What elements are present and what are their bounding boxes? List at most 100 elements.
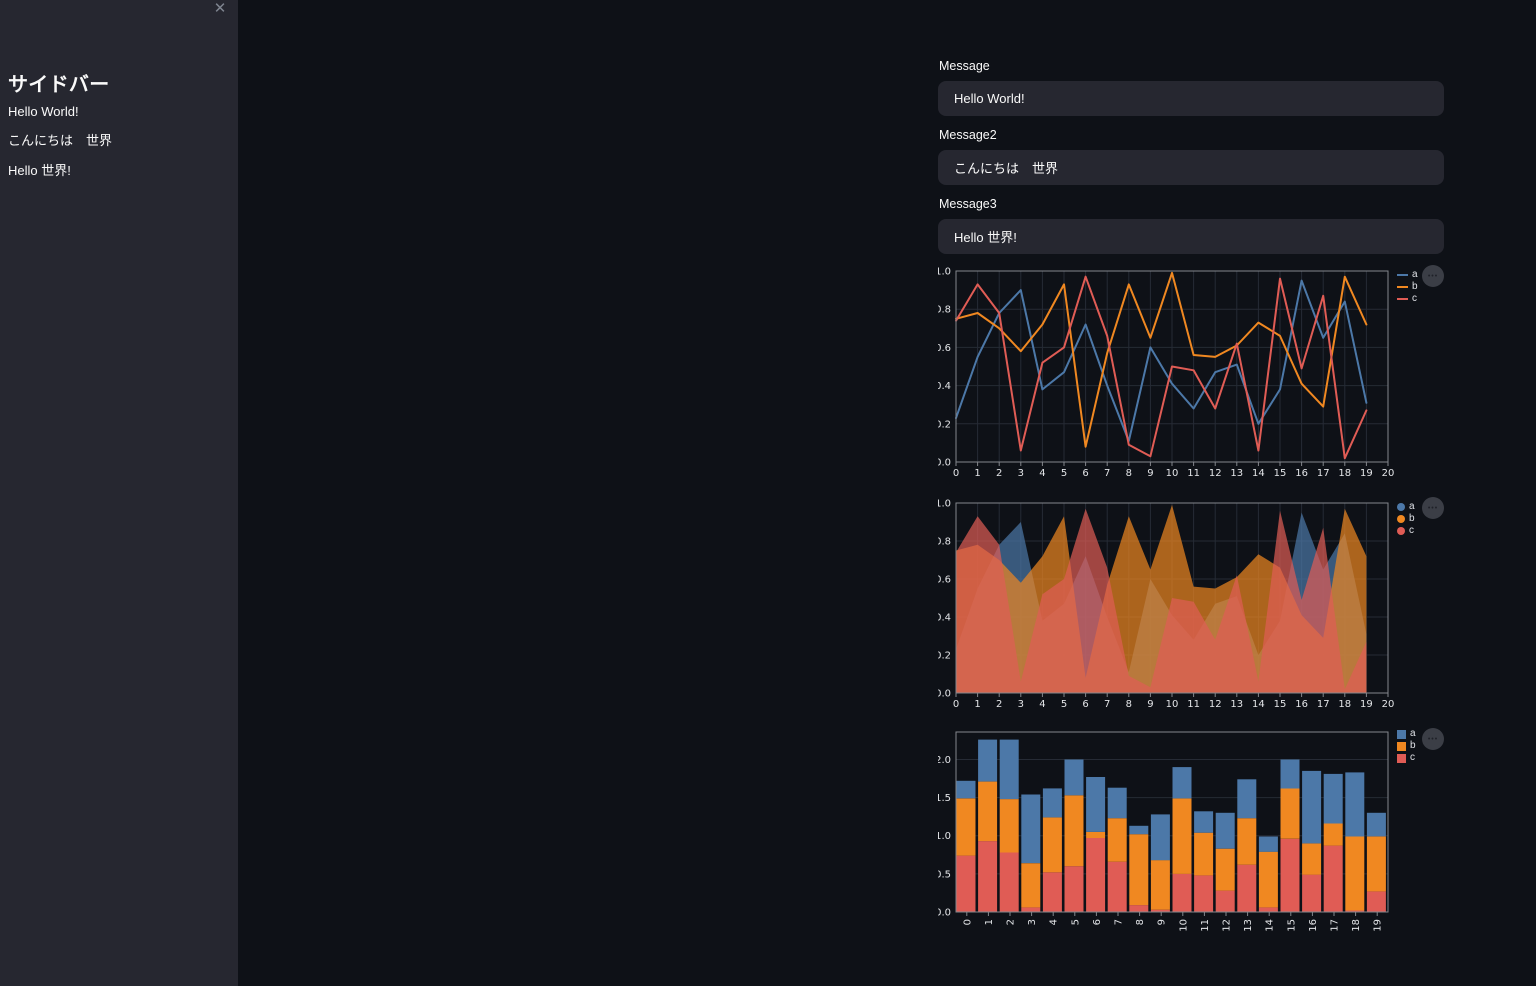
- message3-label: Message3: [939, 197, 997, 211]
- message3-input[interactable]: [938, 219, 1444, 254]
- ellipsis-icon: •••: [1427, 272, 1439, 280]
- legend-label-b: b: [1409, 513, 1415, 524]
- svg-text:1.0: 1.0: [938, 267, 951, 278]
- svg-text:16: 16: [1295, 468, 1308, 478]
- svg-text:19: 19: [1373, 919, 1384, 932]
- svg-text:17: 17: [1317, 699, 1330, 710]
- svg-text:3: 3: [1018, 468, 1024, 478]
- sidebar-close-button[interactable]: ✕: [210, 0, 230, 20]
- legend-label-c: c: [1412, 293, 1417, 304]
- svg-text:13: 13: [1230, 699, 1243, 710]
- legend-swatch-a: [1397, 274, 1408, 276]
- svg-text:12: 12: [1209, 468, 1222, 478]
- svg-text:3: 3: [1027, 919, 1038, 925]
- svg-text:4: 4: [1039, 468, 1045, 478]
- svg-text:0.8: 0.8: [938, 305, 951, 316]
- svg-text:14: 14: [1252, 468, 1265, 478]
- svg-text:11: 11: [1200, 919, 1211, 932]
- legend-swatch-b: [1397, 515, 1405, 523]
- svg-text:10: 10: [1178, 919, 1189, 932]
- svg-text:8: 8: [1126, 699, 1132, 710]
- svg-text:18: 18: [1338, 468, 1351, 478]
- svg-text:4: 4: [1049, 919, 1060, 925]
- area-chart-section: 0 1 2 3 4 5 6 7 8 9 10 11 12 13 14 15 16 17 18 19 20 0.0 0.2 0.…: [938, 497, 1444, 711]
- svg-text:14: 14: [1265, 919, 1276, 932]
- svg-text:18: 18: [1351, 919, 1362, 932]
- line-chart-canvas[interactable]: 0 1 2 3 4 5 6 7 8 9 10 11 12 13 14 15 16 17 18 19 200.00.20.…: [938, 266, 1444, 479]
- svg-text:8: 8: [1126, 468, 1132, 478]
- line-chart-section: 0 1 2 3 4 5 6 7 8 9 10 11 12 13 14 15 16 17 18 19 20 0.0 0.2 0.…: [938, 265, 1444, 479]
- svg-text:16: 16: [1295, 699, 1308, 710]
- svg-text:3: 3: [1018, 699, 1024, 710]
- legend-swatch-a: [1397, 503, 1405, 511]
- message-input[interactable]: [938, 81, 1444, 116]
- svg-text:6: 6: [1082, 699, 1088, 710]
- svg-text:0: 0: [953, 468, 959, 478]
- area-chart-canvas[interactable]: 0 1 2 3 4 5 6 7 8 9 10 11 12 13 14 15 16 17 18 19 200.00.20.…: [938, 498, 1444, 711]
- legend-entry-b: b: [1397, 513, 1415, 525]
- svg-text:15: 15: [1286, 919, 1297, 932]
- svg-text:13: 13: [1243, 919, 1254, 932]
- message2-input[interactable]: [938, 150, 1444, 185]
- main-content: Message Message2 Message3 01234567891011…: [938, 0, 1444, 986]
- svg-text:16: 16: [1308, 919, 1319, 932]
- svg-text:14: 14: [1252, 699, 1265, 710]
- svg-text:17: 17: [1330, 919, 1341, 932]
- svg-text:1: 1: [984, 919, 995, 925]
- message-label: Message: [939, 59, 990, 73]
- legend-label-b: b: [1410, 740, 1416, 751]
- sidebar-item-hello-sekai: Hello 世界!: [8, 163, 71, 178]
- svg-text:5: 5: [1070, 919, 1081, 925]
- legend-label-c: c: [1410, 752, 1415, 763]
- svg-text:0.6: 0.6: [938, 343, 951, 354]
- svg-text:0.0: 0.0: [938, 458, 951, 469]
- line-chart-menu-button[interactable]: •••: [1422, 265, 1444, 287]
- svg-text:2: 2: [996, 699, 1002, 710]
- bar-chart-legend: a b c: [1397, 728, 1416, 764]
- legend-entry-a: a: [1397, 269, 1418, 281]
- svg-text:12: 12: [1222, 919, 1233, 932]
- svg-text:7: 7: [1104, 699, 1110, 710]
- ellipsis-icon: •••: [1427, 504, 1439, 512]
- sidebar-title: サイドバー: [8, 74, 110, 96]
- legend-entry-c: c: [1397, 525, 1415, 537]
- svg-text:0: 0: [953, 699, 959, 710]
- legend-entry-c: c: [1397, 752, 1416, 764]
- legend-swatch-c: [1397, 753, 1406, 763]
- legend-label-a: a: [1412, 269, 1418, 280]
- area-chart-menu-button[interactable]: •••: [1422, 497, 1444, 519]
- svg-text:2: 2: [1006, 919, 1017, 925]
- bar-chart-menu-button[interactable]: •••: [1422, 728, 1444, 750]
- sidebar-item-konnichiwa: こんにちは 世界: [8, 133, 113, 148]
- svg-text:1: 1: [974, 699, 980, 710]
- svg-text:1.5: 1.5: [938, 793, 951, 804]
- bar-chart-canvas[interactable]: 0 1 2 3 4 5 6 7 8 9 10 11 12 13 14 15 16 17 18 190.00.51.01…: [938, 727, 1444, 932]
- legend-entry-c: c: [1397, 293, 1418, 305]
- svg-text:6: 6: [1082, 468, 1088, 478]
- sidebar: ✕ サイドバー Hello World! こんにちは 世界 Hello 世界!: [0, 0, 238, 986]
- svg-text:11: 11: [1187, 468, 1200, 478]
- svg-text:0.0: 0.0: [938, 689, 951, 700]
- svg-text:4: 4: [1039, 699, 1045, 710]
- svg-text:2.0: 2.0: [938, 755, 951, 766]
- svg-text:0.0: 0.0: [938, 908, 951, 919]
- svg-text:10: 10: [1166, 468, 1179, 478]
- svg-text:11: 11: [1187, 699, 1200, 710]
- legend-swatch-b: [1397, 741, 1406, 751]
- legend-entry-a: a: [1397, 728, 1416, 740]
- svg-text:0.2: 0.2: [938, 419, 951, 430]
- svg-text:0.8: 0.8: [938, 537, 951, 548]
- svg-text:0.4: 0.4: [938, 613, 951, 624]
- svg-text:15: 15: [1274, 468, 1287, 478]
- svg-text:0: 0: [962, 919, 973, 925]
- svg-text:10: 10: [1166, 699, 1179, 710]
- svg-text:1.0: 1.0: [938, 499, 951, 510]
- legend-swatch-a: [1397, 729, 1406, 739]
- svg-text:12: 12: [1209, 699, 1222, 710]
- svg-text:19: 19: [1360, 699, 1373, 710]
- ellipsis-icon: •••: [1427, 735, 1439, 743]
- svg-text:20: 20: [1382, 468, 1395, 478]
- svg-text:8: 8: [1135, 919, 1146, 925]
- area-chart-legend: a b c: [1397, 501, 1415, 537]
- svg-text:0.4: 0.4: [938, 381, 951, 392]
